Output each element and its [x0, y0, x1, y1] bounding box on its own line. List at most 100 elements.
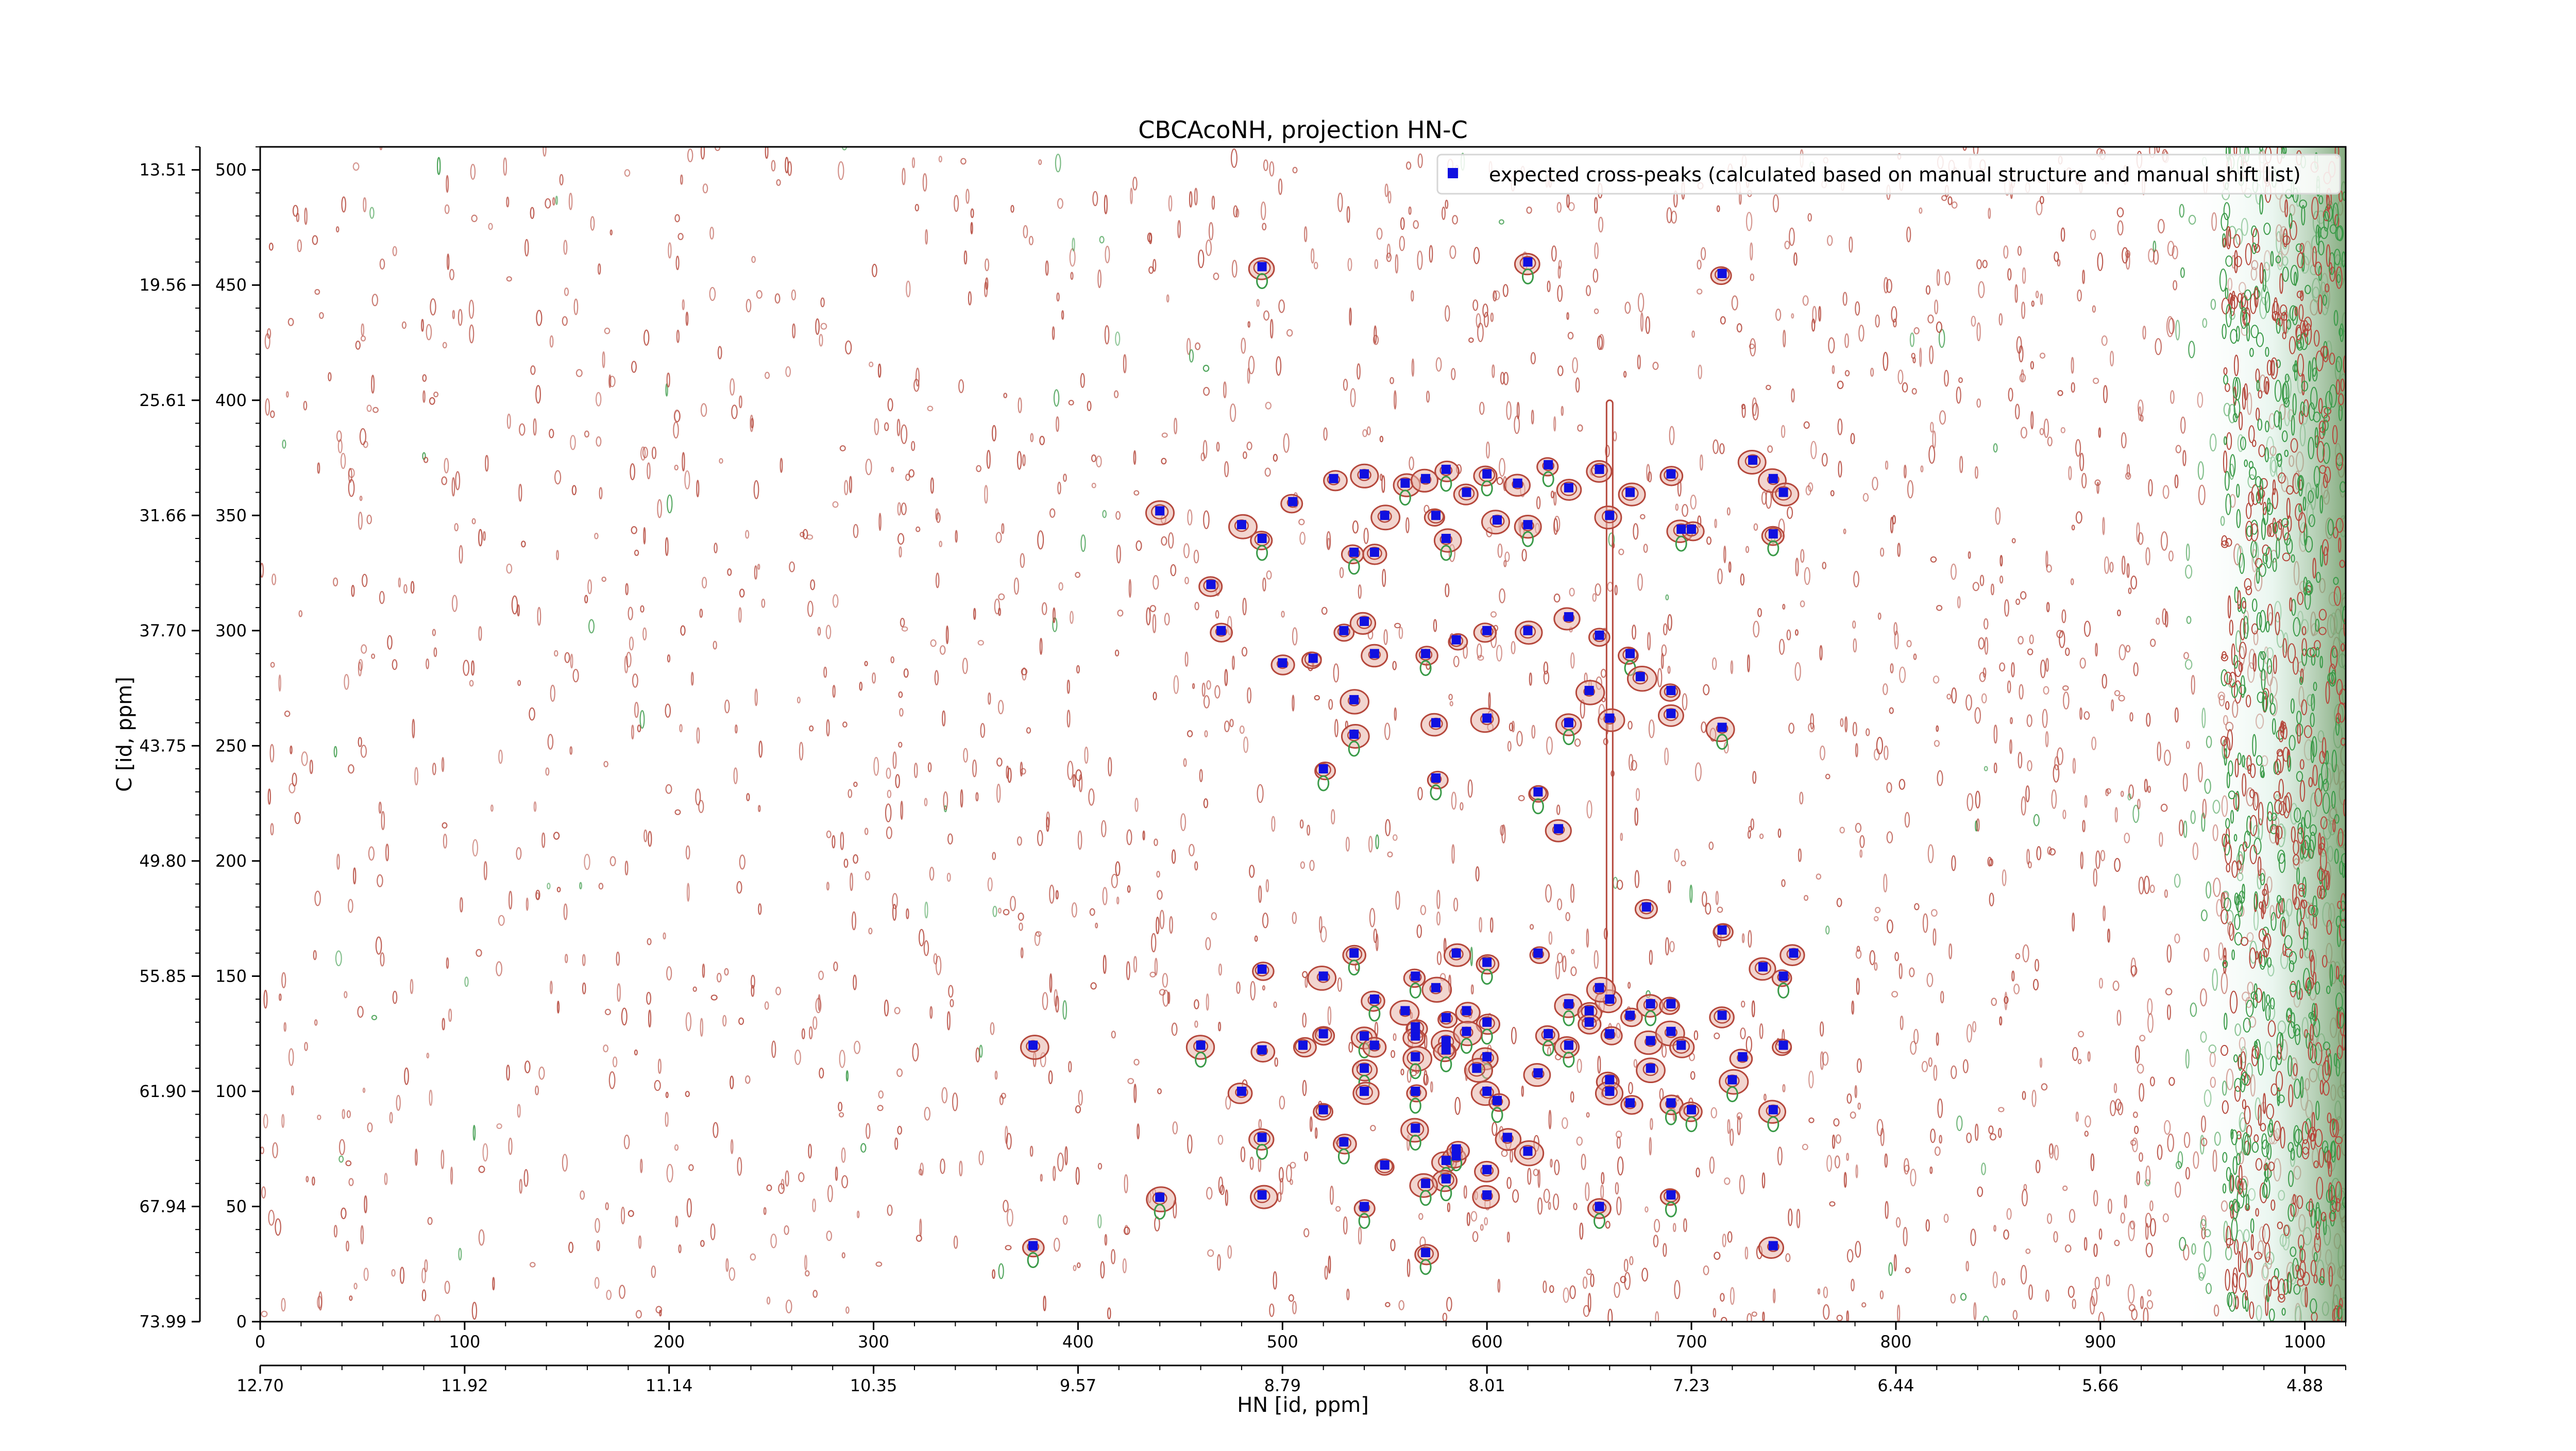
noise-contour [1005, 1125, 1008, 1144]
noise-contour [2223, 450, 2228, 473]
noise-contour [2293, 854, 2300, 866]
noise-contour [1320, 926, 1327, 942]
noise-contour [1844, 716, 1848, 733]
noise-contour [1389, 377, 1395, 384]
y-index-tick-label: 100 [215, 1082, 247, 1101]
peak-contour-inner [1468, 1061, 1485, 1077]
noise-contour [304, 207, 308, 225]
expected-peak-marker [1400, 1006, 1410, 1016]
noise-contour [2296, 711, 2302, 724]
noise-contour [1859, 835, 1865, 848]
noise-contour [842, 721, 848, 728]
noise-contour [1028, 235, 1034, 245]
noise-contour [1633, 523, 1639, 540]
noise-contour [1851, 1000, 1855, 1015]
peak-contour-inner [1744, 454, 1761, 468]
negative-contour [1481, 969, 1493, 985]
noise-contour [2301, 1121, 2309, 1144]
noise-contour [2296, 1195, 2303, 1209]
noise-contour [2079, 452, 2084, 471]
noise-contour [1936, 321, 1942, 333]
noise-contour [1649, 1137, 1652, 1156]
noise-contour [634, 701, 639, 718]
noise-contour [1122, 1258, 1127, 1274]
noise-contour [426, 324, 432, 341]
peak-contour-inner [1355, 1085, 1373, 1100]
noise-contour [1283, 433, 1290, 453]
noise-contour [968, 291, 972, 306]
noise-contour [478, 1229, 485, 1246]
noise-contour [1951, 687, 1957, 704]
noise-contour [1370, 1125, 1376, 1132]
noise-contour [1857, 1102, 1861, 1110]
noise-contour [1998, 1107, 2005, 1112]
noise-contour [1078, 1089, 1083, 1106]
noise-contour [1785, 1253, 1791, 1262]
noise-contour [2031, 1089, 2037, 1107]
noise-contour [1088, 788, 1095, 806]
noise-contour [750, 974, 755, 989]
noise-contour [771, 1040, 776, 1058]
noise-contour [1186, 338, 1191, 355]
noise-contour [766, 1184, 772, 1191]
noise-contour [1671, 210, 1677, 224]
noise-contour [1187, 1134, 1193, 1154]
noise-contour [838, 1112, 844, 1118]
noise-contour [595, 392, 602, 407]
noise-contour [853, 974, 857, 990]
noise-contour [570, 435, 576, 450]
noise-contour [2274, 1268, 2279, 1279]
noise-contour [1299, 531, 1306, 545]
noise-contour [2240, 618, 2246, 640]
noise-contour [1818, 306, 1821, 322]
noise-contour [2320, 1268, 2325, 1284]
noise-contour [1740, 573, 1745, 586]
noise-contour [1357, 363, 1361, 380]
noise-contour [523, 1169, 529, 1187]
negative-contour [1430, 784, 1442, 801]
noise-contour [2287, 1055, 2293, 1077]
noise-contour [1993, 724, 1998, 744]
negative-contour [1027, 1252, 1039, 1268]
noise-contour [2323, 1081, 2330, 1096]
noise-contour [2223, 238, 2227, 248]
noise-contour [2114, 857, 2121, 872]
noise-contour [1672, 1223, 1676, 1232]
noise-contour [776, 179, 781, 186]
noise-contour [399, 1267, 405, 1284]
noise-contour [1683, 1218, 1687, 1233]
noise-contour [2228, 760, 2233, 777]
negative-contour [1419, 660, 1432, 676]
expected-peak-marker [1360, 1086, 1369, 1096]
noise-contour [2026, 849, 2030, 865]
noise-contour [2331, 1140, 2336, 1163]
noise-contour [1454, 1096, 1461, 1115]
noise-contour [1374, 259, 1379, 269]
noise-contour [1819, 745, 1825, 761]
noise-contour [1665, 937, 1669, 956]
noise-contour [2323, 1041, 2330, 1051]
noise-contour [1970, 1228, 1976, 1246]
noise-contour [1748, 825, 1752, 832]
noise-contour [442, 1018, 445, 1031]
expected-peak-marker [1441, 464, 1451, 474]
noise-contour [826, 830, 832, 838]
noise-contour [2102, 673, 2107, 689]
noise-contour [728, 1267, 736, 1281]
noise-contour [2229, 454, 2236, 477]
expected-peak-marker [1369, 994, 1379, 1004]
noise-contour [2257, 856, 2262, 876]
noise-contour [2128, 1221, 2135, 1241]
noise-contour [1511, 1026, 1517, 1044]
noise-contour [1972, 582, 1979, 592]
noise-contour [2255, 1039, 2261, 1060]
noise-contour [1006, 1208, 1013, 1227]
negative-contour [1665, 1201, 1677, 1218]
noise-contour [2316, 1176, 2324, 1200]
noise-contour [1739, 1174, 1745, 1194]
noise-contour [2129, 712, 2133, 722]
noise-contour [1613, 431, 1617, 442]
noise-contour [2272, 718, 2276, 735]
noise-contour [2293, 1194, 2296, 1205]
noise-contour [1097, 1214, 1102, 1228]
